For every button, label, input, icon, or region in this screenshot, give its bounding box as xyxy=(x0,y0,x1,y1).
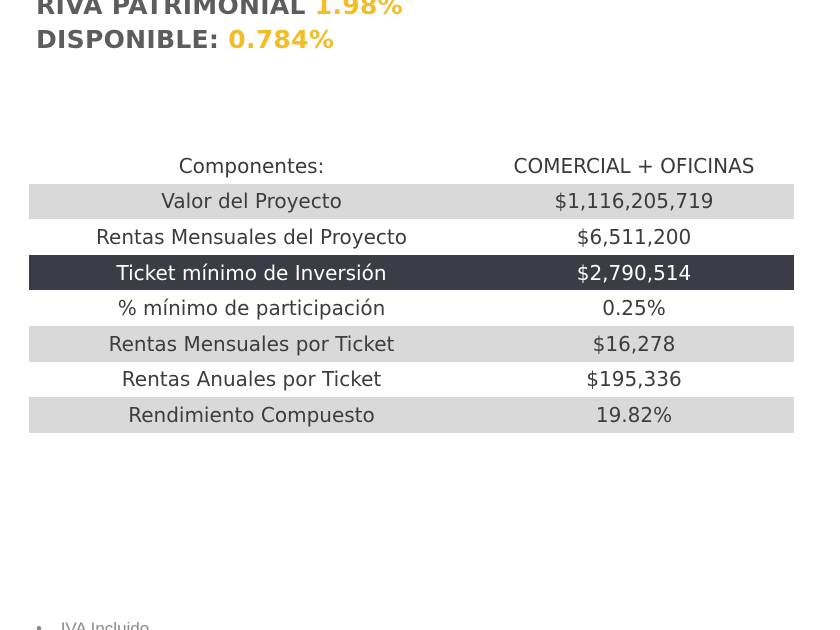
row-value: $1,116,205,719 xyxy=(474,183,794,220)
row-label: Rentas Mensuales por Ticket xyxy=(29,325,474,362)
header-label: Componentes: xyxy=(178,153,325,178)
row-value: $195,336 xyxy=(586,367,682,392)
footnote: • IVA Incluido xyxy=(36,619,149,630)
row-label: Valor del Proyecto xyxy=(29,183,474,220)
table-row: Rentas Anuales por Ticket $195,336 xyxy=(29,362,794,398)
row-value: $6,511,200 xyxy=(576,224,692,249)
disponible-label: DISPONIBLE: xyxy=(36,25,220,54)
table-row: Valor del Proyecto $1,116,205,719 xyxy=(29,183,794,220)
riva-patrimonial-line: RIVA PATRIMONIAL 1.98% xyxy=(36,0,403,20)
row-label: Rentas Mensuales del Proyecto xyxy=(96,224,407,249)
disponible-value: 0.784% xyxy=(228,25,335,54)
row-label: % mínimo de participación xyxy=(117,296,386,321)
riva-patrimonial-label: RIVA PATRIMONIAL xyxy=(36,0,306,20)
bullet-icon: • xyxy=(36,619,42,630)
table-row: Rendimiento Compuesto 19.82% xyxy=(29,397,794,433)
row-value: 0.25% xyxy=(602,296,666,321)
footnote-text: IVA Incluido xyxy=(60,619,150,630)
disponible-line: DISPONIBLE: 0.784% xyxy=(36,25,334,54)
components-table: Componentes: COMERCIAL + OFICINAS Valor … xyxy=(29,148,794,433)
table-row: Rentas Mensuales por Ticket $16,278 xyxy=(29,325,794,362)
header-value: COMERCIAL + OFICINAS xyxy=(513,153,755,178)
row-label: Rendimiento Compuesto xyxy=(29,397,474,433)
table-header-row: Componentes: COMERCIAL + OFICINAS xyxy=(29,148,794,184)
row-label: Rentas Anuales por Ticket xyxy=(121,367,382,392)
row-label: Ticket mínimo de Inversión xyxy=(29,254,474,291)
table-row-highlight: Ticket mínimo de Inversión $2,790,514 xyxy=(29,254,794,291)
row-value: $2,790,514 xyxy=(474,254,794,291)
table-row: Rentas Mensuales del Proyecto $6,511,200 xyxy=(29,219,794,255)
riva-patrimonial-value: 1.98% xyxy=(314,0,403,20)
table-row: % mínimo de participación 0.25% xyxy=(29,290,794,326)
row-value: $16,278 xyxy=(474,325,794,362)
row-value: 19.82% xyxy=(474,397,794,433)
